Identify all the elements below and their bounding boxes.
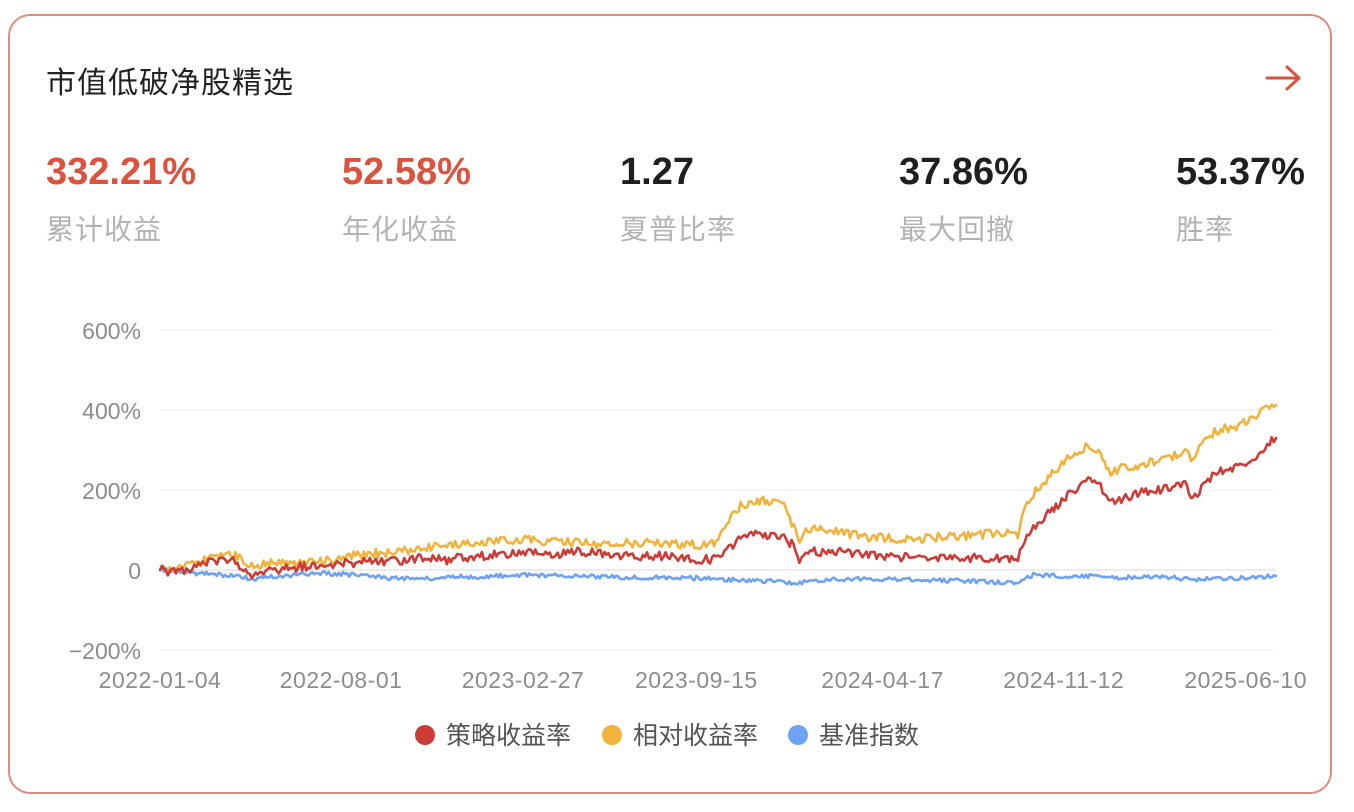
stat-value: 53.37 [1176, 151, 1272, 193]
x-tick-label: 2024-04-17 [821, 667, 944, 693]
stat-value: 1.27 [620, 151, 694, 193]
stat-value: 52.58 [342, 151, 438, 193]
legend-marker [788, 725, 808, 745]
arrow-right-icon[interactable] [1264, 64, 1304, 92]
stat-annualized-return: 52.58% 年化收益 [342, 150, 471, 248]
stat-value: 332.21 [46, 151, 163, 193]
stat-label: 夏普比率 [620, 213, 737, 246]
y-tick-label: −200% [69, 638, 141, 664]
legend-label: 基准指数 [819, 721, 919, 750]
series-line-2 [158, 566, 1278, 586]
y-tick-label: 400% [82, 398, 141, 424]
series-line-0 [158, 435, 1278, 580]
strategy-card: 市值低破净股精选 332.21% 累计收益 52.58% 年化收益 1.27 夏… [8, 14, 1332, 794]
stat-label: 胜率 [1176, 213, 1235, 246]
x-tick-label: 2024-11-12 [1003, 667, 1124, 693]
stat-cumulative-return: 332.21% 累计收益 [46, 150, 196, 248]
x-tick-label: 2022-08-01 [280, 667, 403, 693]
series-line-1 [158, 403, 1278, 574]
legend-label: 相对收益率 [633, 721, 758, 750]
legend-label: 策略收益率 [446, 721, 571, 750]
stat-value: 37.86 [899, 151, 995, 193]
x-tick-label: 2023-09-15 [635, 667, 758, 693]
stat-label: 最大回撤 [899, 213, 1016, 246]
y-tick-label: 600% [82, 318, 141, 344]
stat-unit: % [437, 151, 471, 193]
card-title: 市值低破净股精选 [46, 66, 294, 101]
legend-marker [415, 725, 435, 745]
stat-label: 累计收益 [46, 213, 163, 246]
y-tick-label: 0 [128, 558, 141, 584]
x-tick-label: 2025-06-10 [1184, 667, 1307, 693]
stat-unit: % [162, 151, 197, 193]
x-tick-label: 2023-02-27 [462, 667, 585, 693]
y-tick-label: 200% [82, 478, 141, 504]
x-tick-label: 2022-01-04 [99, 667, 222, 693]
stat-max-drawdown: 37.86% 最大回撤 [899, 150, 1028, 248]
stat-win-rate: 53.37% 胜率 [1176, 150, 1305, 248]
stat-unit: % [994, 151, 1028, 193]
stat-label: 年化收益 [342, 213, 459, 246]
stat-sharpe-ratio: 1.27 夏普比率 [620, 150, 736, 248]
legend-marker [602, 725, 622, 745]
stat-unit: % [1271, 151, 1305, 193]
